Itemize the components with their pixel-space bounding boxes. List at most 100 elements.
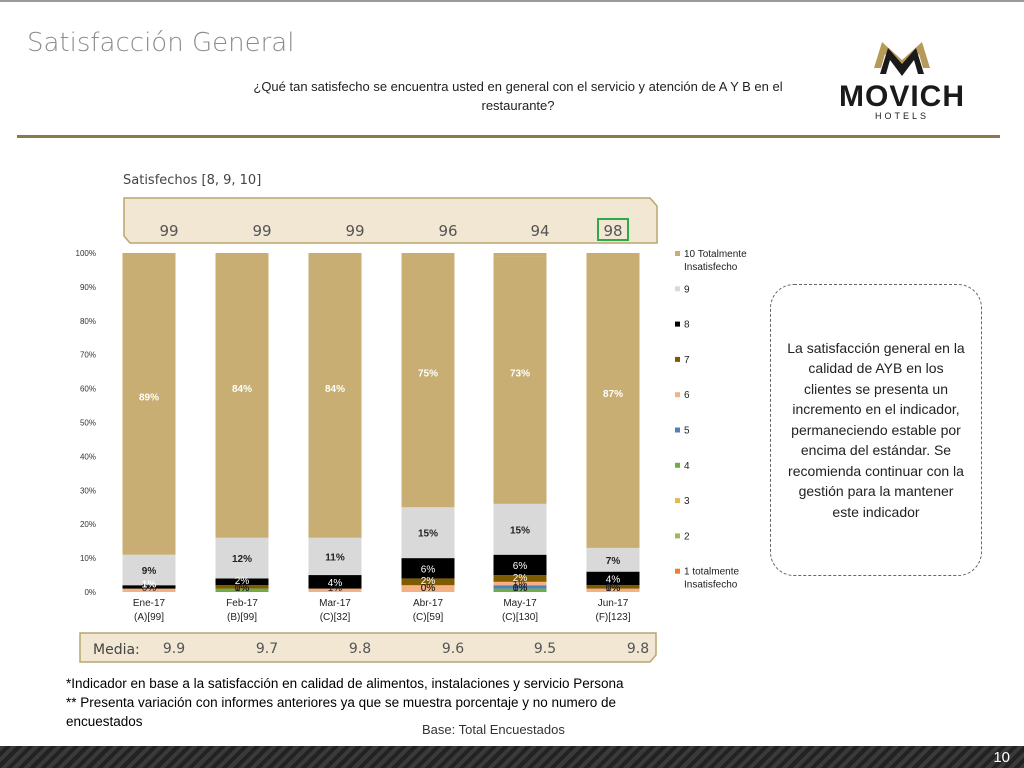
x-tick-label: (F)[123] xyxy=(595,612,630,623)
page-title: Satisfacción General xyxy=(27,28,295,58)
bar-segment xyxy=(493,588,547,592)
bar-segment xyxy=(122,588,176,592)
data-label: 1% xyxy=(235,583,250,594)
data-label: 0% xyxy=(421,583,436,594)
footnote-line-2: ** Presenta variación con informes anter… xyxy=(66,695,617,729)
media-value: 9.6 xyxy=(442,641,464,657)
data-label: 1% xyxy=(513,583,528,594)
legend-label: 3 xyxy=(684,496,690,507)
data-label: 6% xyxy=(513,561,528,572)
legend-swatch xyxy=(675,356,680,362)
bar-segment xyxy=(493,554,547,576)
base-note: Base: Total Encuestados xyxy=(422,722,565,737)
legend-label: 1 totalmente xyxy=(684,567,739,578)
x-tick-label: (C)[59] xyxy=(413,612,444,623)
bar-segment xyxy=(493,575,547,582)
data-label: 12% xyxy=(232,554,252,565)
y-tick-label: 40% xyxy=(80,452,96,461)
footer-band xyxy=(0,746,1024,768)
bar-segment xyxy=(493,256,547,504)
data-label: 0% xyxy=(513,583,528,594)
bar-segment xyxy=(493,581,547,586)
data-label: 4% xyxy=(328,578,343,589)
top-border xyxy=(0,0,1024,2)
footnote: *Indicador en base a la satisfacción en … xyxy=(66,674,666,731)
header-divider xyxy=(17,135,1000,138)
y-tick-label: 50% xyxy=(80,419,96,428)
media-band xyxy=(79,632,657,663)
data-label: 84% xyxy=(325,384,345,395)
media-value: 9.8 xyxy=(627,641,649,657)
legend-label: 5 xyxy=(684,426,690,437)
x-tick-label: (B)[99] xyxy=(227,612,257,623)
bar-segment xyxy=(308,537,362,576)
data-label: 2% xyxy=(235,576,250,587)
logo-brand: MOVICH xyxy=(839,80,965,113)
legend-swatch xyxy=(675,462,680,468)
bar-segment xyxy=(401,578,455,586)
legend-label: 8 xyxy=(684,320,690,331)
legend-label: 7 xyxy=(684,355,690,366)
legend-label: 2 xyxy=(684,531,690,542)
y-tick-label: 0% xyxy=(84,588,96,597)
legend-swatch xyxy=(675,498,680,504)
legend-label: 9 xyxy=(684,284,690,295)
media-value: 9.7 xyxy=(256,641,278,657)
data-label: 2% xyxy=(513,573,528,584)
legend-label: Insatisfecho xyxy=(684,262,738,273)
x-tick-label: (C)[32] xyxy=(320,612,351,623)
data-label: 7% xyxy=(606,556,621,567)
bar-segment xyxy=(493,253,547,257)
x-tick-label: May-17 xyxy=(503,598,537,609)
data-label: 1% xyxy=(142,580,157,591)
data-label: 0% xyxy=(606,583,621,594)
bar-segment xyxy=(401,253,455,508)
logo-subtitle: HOTELS xyxy=(875,111,929,121)
bar-segment xyxy=(308,588,362,592)
satisfied-band xyxy=(123,197,658,244)
legend-swatch xyxy=(675,427,680,433)
data-label: 1% xyxy=(606,583,621,594)
data-label: 0% xyxy=(142,583,157,594)
data-label: 6% xyxy=(421,564,436,575)
data-label: 0% xyxy=(606,583,621,594)
legend-swatch xyxy=(675,286,680,292)
legend-swatch xyxy=(675,321,680,327)
y-tick-label: 10% xyxy=(80,554,96,563)
data-label: 0% xyxy=(421,583,436,594)
x-tick-label: Ene-17 xyxy=(133,598,166,609)
x-tick-label: Feb-17 xyxy=(226,598,258,609)
bar-segment xyxy=(308,575,362,589)
data-label: 15% xyxy=(418,529,438,540)
x-tick-label: Mar-17 xyxy=(319,598,351,609)
bar-segment xyxy=(493,503,547,555)
bar-segment xyxy=(586,588,640,592)
x-tick-label: Jun-17 xyxy=(598,598,629,609)
bar-segment xyxy=(215,585,269,589)
media-label: Media: xyxy=(93,642,140,658)
bar-segment xyxy=(493,585,547,589)
media-value: 9.9 xyxy=(163,641,185,657)
legend-swatch xyxy=(675,251,680,256)
data-label: 1% xyxy=(513,580,528,591)
data-label: 2% xyxy=(421,576,436,587)
y-tick-label: 80% xyxy=(80,317,96,326)
x-tick-label: Abr-17 xyxy=(413,598,443,609)
legend-label: 6 xyxy=(684,390,690,401)
bar-segment xyxy=(401,558,455,579)
satisfied-value: 99 xyxy=(345,222,364,240)
media-value: 9.8 xyxy=(349,641,371,657)
data-label: 15% xyxy=(510,525,530,536)
satisfied-value: 94 xyxy=(530,222,549,240)
x-tick-label: (C)[130] xyxy=(502,612,538,623)
legend-label: 10 Totalmente xyxy=(684,249,747,260)
legend-swatch xyxy=(675,568,680,574)
legend-label: 4 xyxy=(684,461,690,472)
y-tick-label: 30% xyxy=(80,486,96,495)
insight-text: La satisfacción general en la calidad de… xyxy=(787,339,965,520)
x-tick-label: (A)[99] xyxy=(134,612,164,623)
movich-monogram-icon xyxy=(874,42,930,76)
bar-segment xyxy=(586,585,640,589)
satisfied-value: 99 xyxy=(159,222,178,240)
legend-swatch xyxy=(675,392,680,398)
